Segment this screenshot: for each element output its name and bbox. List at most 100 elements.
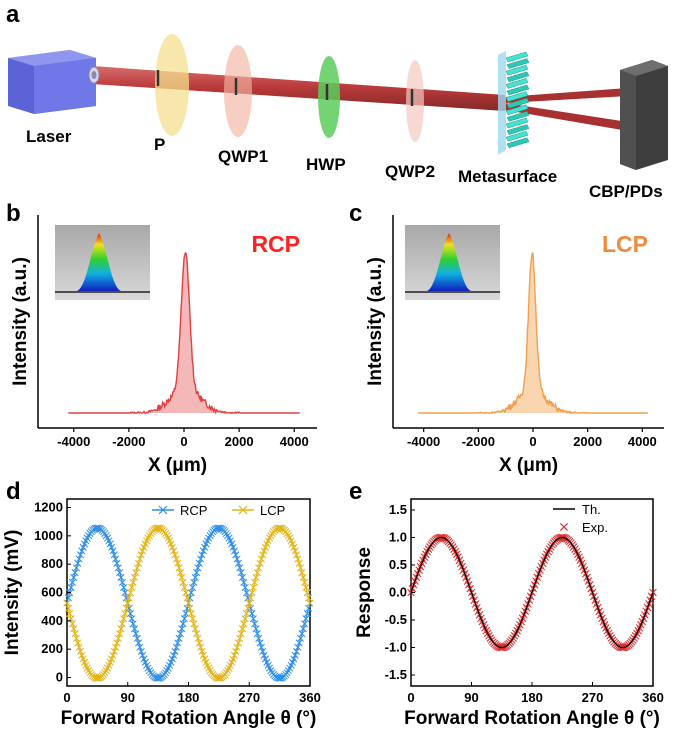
beam-split-upper	[505, 88, 628, 103]
metasurface-pillar	[506, 111, 530, 122]
beam-profile-inset	[55, 225, 150, 300]
polarization-label: RCP	[251, 231, 300, 257]
x-tick-label: -2000	[462, 434, 495, 449]
metasurface-pillar	[506, 137, 530, 149]
polarizer-label: P	[154, 135, 165, 154]
legend-marker	[158, 505, 168, 515]
x-tick-label: 180	[178, 690, 200, 705]
y-axis-title: Intensity (mV)	[2, 530, 23, 656]
metasurface-pillar	[505, 91, 529, 102]
legend-label: RCP	[180, 503, 207, 518]
y-tick-label: 800	[41, 556, 63, 571]
theory-line	[410, 536, 654, 649]
x-tick-label: 0	[407, 690, 414, 705]
panel-letter-d: d	[6, 478, 21, 505]
y-tick-label: 1000	[34, 528, 63, 543]
laser-label: Laser	[26, 127, 72, 146]
x-axis-title: X (μm)	[148, 455, 207, 476]
x-axis-title: Forward Rotation Angle θ (°)	[61, 708, 317, 729]
x-tick-label: 4000	[628, 434, 657, 449]
chart-e: 0 90 180 270 360 -1.5 -1.0 -0.5 0.0 0.5 1.0 1.5 Forw…	[354, 498, 664, 729]
y-tick-label: -0.5	[385, 612, 407, 627]
y-tick-label: 200	[41, 641, 63, 656]
metasurface-pillar	[505, 104, 529, 116]
qwp1-plate	[224, 45, 252, 137]
panel-letter-b: b	[6, 200, 21, 227]
detector-label: CBP/PDs	[589, 182, 663, 201]
profile-fill	[418, 253, 648, 413]
x-tick-label: 2000	[225, 434, 254, 449]
y-axis-title: Intensity (a.u.)	[10, 257, 31, 386]
x-tick-label: 180	[521, 690, 543, 705]
y-axis-title: Response	[354, 547, 375, 638]
qwp2-label: QWP2	[385, 162, 435, 181]
qwp2-plate	[406, 60, 424, 142]
panel-letter-e: e	[349, 478, 362, 505]
x-tick-label: 270	[582, 690, 604, 705]
inset-peak	[77, 233, 121, 291]
x-tick-label: 4000	[280, 434, 309, 449]
metasurface-pillar	[506, 71, 530, 83]
profile-line	[418, 252, 648, 415]
x-tick-label: 0	[529, 434, 536, 449]
y-tick-label: 0.5	[389, 557, 407, 572]
inset-peak	[427, 233, 471, 291]
legend: RCP LCP	[152, 503, 285, 518]
legend-label: Exp.	[582, 520, 608, 535]
y-tick-label: 1.0	[389, 530, 407, 545]
polarizer	[155, 34, 189, 136]
y-tick-label: 0	[56, 670, 63, 685]
legend-label: LCP	[260, 503, 285, 518]
metasurface-pillar	[505, 117, 529, 129]
legend-marker	[559, 522, 569, 532]
x-tick-label: 0	[63, 690, 70, 705]
chart-b: -4000 -2000 0 2000 4000 X (μm) Intensity (a.u.…	[10, 215, 317, 476]
qwp1-label: QWP1	[218, 147, 268, 166]
beam-split-lower	[505, 103, 628, 131]
data-point	[306, 599, 314, 607]
chart-c: -4000 -2000 0 2000 4000 X (μm) Intensity (a.u.…	[365, 215, 664, 476]
y-tick-label: -1.0	[385, 640, 407, 655]
series-line	[66, 527, 311, 679]
metasurface	[498, 51, 530, 155]
chart-d: 0 90 180 270 360 0 200 400 600 800 1000 1200 Forward…	[2, 498, 321, 729]
legend-label: Th.	[582, 502, 601, 517]
metasurface-pillar	[506, 58, 530, 69]
x-tick-label: 360	[299, 690, 321, 705]
x-tick-label: 270	[238, 690, 260, 705]
metasurface-pillar	[506, 84, 530, 96]
metasurface-label: Metasurface	[458, 167, 557, 186]
x-tick-label: -2000	[112, 434, 145, 449]
hwp-plate	[318, 56, 340, 138]
profile-line	[68, 251, 300, 415]
x-axis-title: Forward Rotation Angle θ (°)	[404, 708, 660, 729]
profile-fill	[68, 253, 300, 413]
y-tick-label: 1200	[34, 500, 63, 515]
x-tick-label: 0	[180, 434, 187, 449]
metasurface-pillar	[506, 97, 530, 109]
y-tick-label: 0.0	[389, 585, 407, 600]
series-lcp	[63, 524, 314, 682]
metasurface-pillar	[505, 78, 529, 89]
series-rcp	[63, 524, 314, 682]
legend: Th. Exp.	[553, 502, 608, 535]
metasurface-pillar	[505, 64, 529, 76]
x-axis-title: X (μm)	[499, 455, 558, 476]
legend-marker	[238, 505, 248, 515]
y-tick-label: -1.5	[385, 667, 407, 682]
panel-letter-a: a	[6, 1, 20, 28]
hwp-label: HWP	[306, 155, 346, 174]
x-tick-label: -4000	[407, 434, 440, 449]
x-tick-label: 90	[464, 690, 478, 705]
polarization-label: LCP	[602, 231, 648, 257]
beam-profile-inset	[405, 225, 500, 300]
y-tick-label: 1.5	[389, 502, 407, 517]
y-tick-label: 400	[41, 613, 63, 628]
x-tick-label: 360	[642, 690, 664, 705]
metasurface-pillar	[505, 51, 529, 63]
x-tick-label: 90	[121, 690, 135, 705]
y-tick-label: 600	[41, 585, 63, 600]
panel-letter-c: c	[349, 200, 362, 227]
x-tick-label: 2000	[573, 434, 602, 449]
